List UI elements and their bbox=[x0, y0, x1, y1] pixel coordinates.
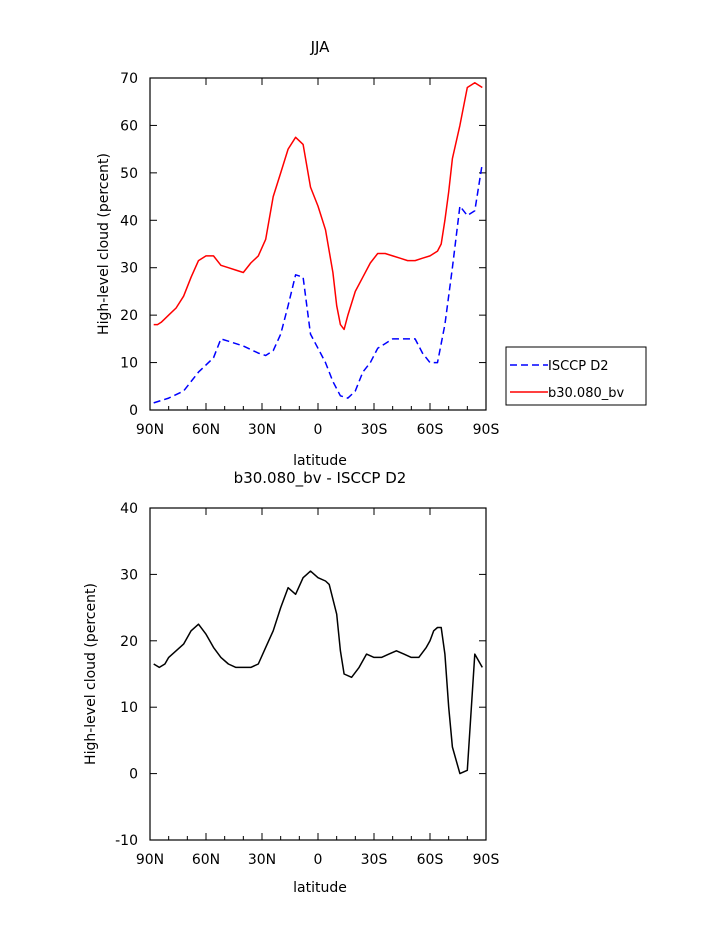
y-axis-label: High-level cloud (percent) bbox=[96, 153, 112, 335]
y-tick-label: 10 bbox=[120, 700, 138, 716]
x-tick-label: 90S bbox=[473, 422, 500, 438]
y-tick-label: 70 bbox=[120, 71, 138, 87]
series-line-difference bbox=[153, 570, 483, 775]
y-tick-label: 30 bbox=[120, 567, 138, 583]
y-tick-label: 10 bbox=[120, 356, 138, 372]
panel-jja: JJA 90N 60N 30N 0 30S 60S 90S 0 10 20 30 40 50 60 70 l… bbox=[96, 38, 647, 469]
panel-difference: b30.080_bv - ISCCP D2 90N 60N 30N 0 30S 60S 90… bbox=[83, 469, 499, 896]
x-tick-label: 90S bbox=[473, 852, 500, 868]
y-tick-label: -10 bbox=[115, 833, 138, 849]
y-tick-label: 40 bbox=[120, 501, 138, 517]
plot-frame bbox=[149, 77, 487, 411]
x-tick-label: 0 bbox=[314, 852, 323, 868]
x-tick-label: 60S bbox=[417, 852, 444, 868]
x-tick-label: 30N bbox=[248, 422, 276, 438]
x-tick-label: 30S bbox=[361, 852, 388, 868]
y-tick-label: 0 bbox=[129, 403, 138, 419]
legend-label-isccp: ISCCP D2 bbox=[548, 359, 609, 374]
legend: ISCCP D2 b30.080_bv bbox=[505, 346, 647, 406]
y-tick-label: 0 bbox=[129, 767, 138, 783]
legend-box bbox=[505, 346, 647, 406]
x-axis-label: latitude bbox=[293, 453, 347, 469]
y-ticks: 90N 60N 30N 0 30S 60S 90S -10 0 10 20 30 40 bbox=[115, 501, 499, 868]
y-tick-label: 20 bbox=[120, 634, 138, 650]
chart-title: b30.080_bv - ISCCP D2 bbox=[234, 469, 407, 488]
y-tick-label: 40 bbox=[120, 213, 138, 229]
x-tick-label: 0 bbox=[314, 422, 323, 438]
series-lines bbox=[153, 81, 484, 404]
series-line-isccp-d2 bbox=[153, 163, 484, 404]
x-tick-label: 60S bbox=[417, 422, 444, 438]
y-tick-label: 50 bbox=[120, 166, 138, 182]
x-axis-label: latitude bbox=[293, 880, 347, 896]
x-tick-label: 30S bbox=[361, 422, 388, 438]
x-tick-label: 60N bbox=[192, 422, 220, 438]
chart-title: JJA bbox=[310, 38, 331, 56]
plot-frame bbox=[149, 507, 487, 841]
x-tick-label: 90N bbox=[136, 422, 164, 438]
series-line-b30-080-bv bbox=[153, 81, 483, 331]
series-lines bbox=[153, 570, 483, 775]
legend-label-b30: b30.080_bv bbox=[548, 386, 624, 401]
y-tick-label: 30 bbox=[120, 261, 138, 277]
y-axis-label: High-level cloud (percent) bbox=[83, 583, 99, 765]
y-ticks: 90N 60N 30N 0 30S 60S 90S 0 10 20 30 40 50 60 70 bbox=[120, 71, 499, 438]
x-tick-label: 90N bbox=[136, 852, 164, 868]
x-tick-label: 60N bbox=[192, 852, 220, 868]
x-tick-label: 30N bbox=[248, 852, 276, 868]
y-tick-label: 20 bbox=[120, 308, 138, 324]
y-tick-label: 60 bbox=[120, 118, 138, 134]
